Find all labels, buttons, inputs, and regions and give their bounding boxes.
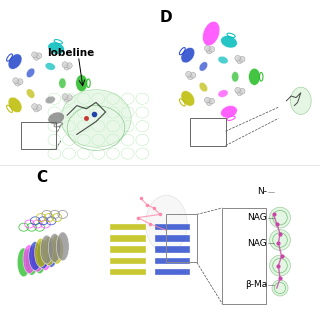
Ellipse shape xyxy=(17,248,30,277)
Ellipse shape xyxy=(37,240,50,269)
Ellipse shape xyxy=(59,78,66,88)
Ellipse shape xyxy=(61,90,131,147)
Ellipse shape xyxy=(34,106,39,112)
Ellipse shape xyxy=(64,64,70,70)
Ellipse shape xyxy=(33,245,46,274)
Bar xyxy=(110,269,146,275)
Ellipse shape xyxy=(181,91,195,106)
Ellipse shape xyxy=(272,280,288,296)
Ellipse shape xyxy=(67,63,72,68)
Ellipse shape xyxy=(31,243,44,272)
Ellipse shape xyxy=(56,232,69,261)
Ellipse shape xyxy=(36,105,42,110)
Ellipse shape xyxy=(237,58,243,64)
Ellipse shape xyxy=(26,68,35,77)
Ellipse shape xyxy=(146,195,187,253)
Bar xyxy=(110,246,146,253)
Bar xyxy=(155,246,190,253)
Ellipse shape xyxy=(190,72,196,78)
Text: β-Ma: β-Ma xyxy=(245,280,267,289)
Ellipse shape xyxy=(235,87,241,93)
Ellipse shape xyxy=(62,94,68,100)
Ellipse shape xyxy=(8,54,22,69)
Ellipse shape xyxy=(13,78,19,84)
Ellipse shape xyxy=(39,242,52,270)
Ellipse shape xyxy=(235,55,241,61)
Bar xyxy=(110,258,146,264)
Ellipse shape xyxy=(23,245,36,274)
Ellipse shape xyxy=(25,246,38,275)
Ellipse shape xyxy=(45,238,58,267)
Ellipse shape xyxy=(15,80,20,86)
Ellipse shape xyxy=(76,75,88,92)
Bar xyxy=(110,224,146,230)
Ellipse shape xyxy=(8,97,22,113)
Bar xyxy=(155,235,190,242)
Ellipse shape xyxy=(291,87,311,114)
Ellipse shape xyxy=(248,68,260,85)
Ellipse shape xyxy=(34,54,39,60)
Ellipse shape xyxy=(209,98,215,104)
Text: C: C xyxy=(36,170,47,185)
Ellipse shape xyxy=(220,106,237,118)
Bar xyxy=(222,208,266,304)
Ellipse shape xyxy=(45,63,55,70)
Ellipse shape xyxy=(181,47,195,63)
Ellipse shape xyxy=(199,62,208,71)
Ellipse shape xyxy=(29,242,42,270)
Text: D: D xyxy=(160,10,173,25)
Ellipse shape xyxy=(36,53,42,59)
Ellipse shape xyxy=(239,88,245,94)
Ellipse shape xyxy=(62,62,68,68)
Text: lobeline: lobeline xyxy=(47,48,94,58)
Bar xyxy=(155,258,190,264)
Ellipse shape xyxy=(17,79,23,84)
Ellipse shape xyxy=(206,100,212,106)
Ellipse shape xyxy=(199,83,208,92)
Ellipse shape xyxy=(270,207,291,228)
Ellipse shape xyxy=(209,46,215,52)
Ellipse shape xyxy=(43,237,55,266)
Ellipse shape xyxy=(35,238,47,267)
Ellipse shape xyxy=(48,234,61,262)
Ellipse shape xyxy=(237,90,243,96)
Ellipse shape xyxy=(232,72,239,82)
Ellipse shape xyxy=(48,42,65,54)
Ellipse shape xyxy=(204,45,210,51)
Ellipse shape xyxy=(206,48,212,54)
Text: N-: N- xyxy=(257,188,267,196)
Ellipse shape xyxy=(26,89,35,98)
Ellipse shape xyxy=(270,255,291,276)
Ellipse shape xyxy=(67,95,72,100)
Ellipse shape xyxy=(32,104,37,109)
Bar xyxy=(110,235,146,242)
Ellipse shape xyxy=(218,56,228,64)
Ellipse shape xyxy=(45,96,55,104)
Ellipse shape xyxy=(239,56,245,62)
Bar xyxy=(21,122,56,149)
Bar xyxy=(190,118,226,146)
Ellipse shape xyxy=(51,235,63,264)
Bar xyxy=(166,214,197,262)
Ellipse shape xyxy=(40,235,53,264)
Ellipse shape xyxy=(270,230,291,250)
Text: NAG: NAG xyxy=(247,213,267,222)
Bar xyxy=(155,224,190,230)
Ellipse shape xyxy=(220,36,237,48)
Bar xyxy=(155,269,190,275)
Ellipse shape xyxy=(188,74,193,80)
Ellipse shape xyxy=(203,21,220,46)
Ellipse shape xyxy=(204,97,210,103)
Ellipse shape xyxy=(64,96,70,102)
Ellipse shape xyxy=(218,90,228,97)
Ellipse shape xyxy=(32,52,37,58)
Text: NAG: NAG xyxy=(247,239,267,248)
Ellipse shape xyxy=(48,112,65,124)
Ellipse shape xyxy=(186,71,191,77)
